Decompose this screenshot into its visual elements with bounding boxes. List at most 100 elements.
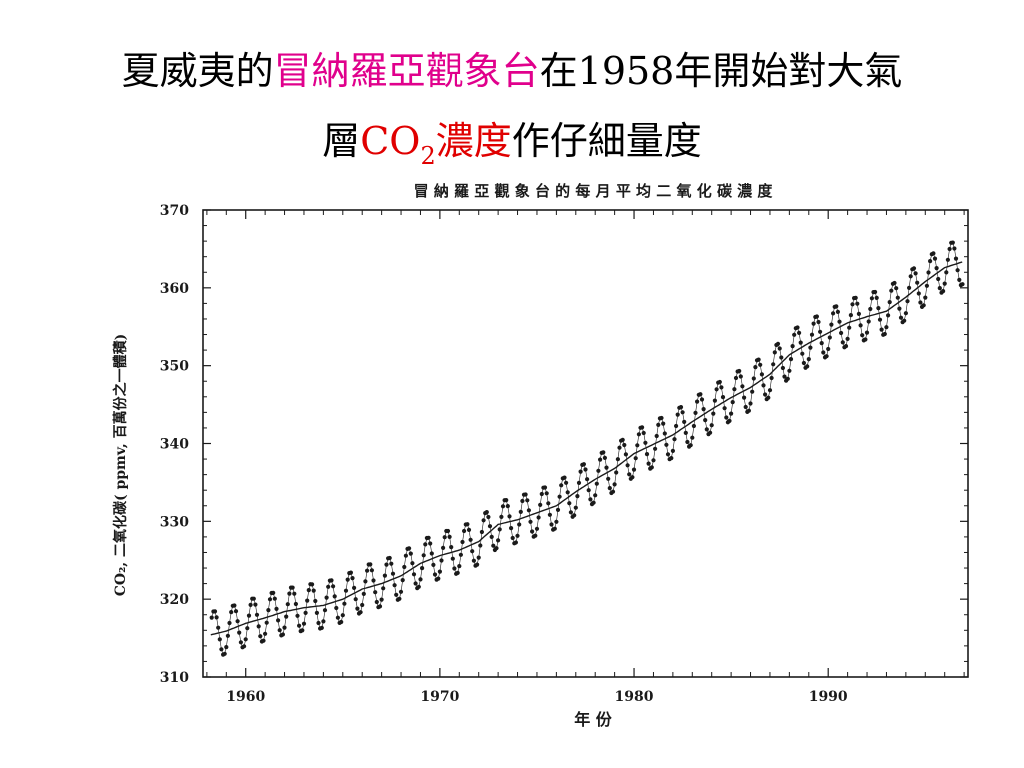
monthly-point — [290, 585, 295, 590]
monthly-point — [342, 601, 347, 606]
monthly-point — [235, 619, 240, 624]
monthly-point — [855, 301, 860, 306]
monthly-point — [271, 590, 276, 595]
y-axis-label: CO₂, 二氧化碳( ppmv, 百萬份之一體積) — [112, 334, 129, 596]
monthly-point — [717, 379, 722, 385]
monthly-point — [908, 274, 913, 279]
monthly-point — [636, 432, 642, 437]
title-line1-post: 在1958年開始對大氣 — [539, 49, 903, 93]
monthly-point — [936, 276, 941, 282]
monthly-point — [583, 467, 588, 472]
monthly-point — [530, 529, 535, 534]
y-axis: 310 320 330 340 350 360 370 — [160, 203, 968, 686]
title-line1-observatory: 冒納羅亞觀象台 — [273, 49, 540, 93]
monthly-point — [868, 306, 873, 312]
monthly-point — [688, 443, 693, 448]
monthly-point — [224, 645, 229, 650]
monthly-point — [423, 542, 428, 547]
monthly-point — [916, 291, 921, 296]
monthly-point — [729, 411, 734, 416]
monthly-point — [811, 321, 816, 326]
monthly-point — [858, 323, 863, 328]
monthly-point — [659, 415, 664, 421]
monthly-point — [779, 355, 784, 360]
monthly-point — [837, 319, 842, 324]
monthly-point — [300, 628, 305, 633]
monthly-point — [907, 285, 912, 290]
monthly-point — [643, 440, 648, 445]
monthly-point — [581, 462, 586, 467]
monthly-point — [829, 322, 834, 327]
monthly-point — [303, 610, 308, 615]
monthly-point — [420, 566, 425, 571]
monthly-point — [297, 623, 302, 628]
monthly-point — [418, 577, 423, 582]
monthly-point — [575, 494, 580, 499]
monthly-point — [623, 452, 629, 457]
monthly-point — [845, 336, 850, 341]
monthly-point — [515, 533, 520, 538]
monthly-point — [214, 615, 219, 620]
monthly-point — [442, 535, 447, 540]
monthly-point — [748, 401, 753, 406]
y-tick-label: 310 — [160, 670, 189, 686]
monthly-point — [610, 489, 616, 494]
monthly-point — [352, 585, 357, 590]
monthly-point — [280, 632, 285, 637]
slide-title-line-1: 夏威夷的冒納羅亞觀象台在1958年開始對大氣 — [0, 45, 1024, 97]
monthly-point — [242, 644, 247, 649]
title-line2-post: 作仔細量度 — [511, 119, 702, 163]
monthly-point — [835, 309, 841, 314]
monthly-point — [381, 586, 386, 591]
monthly-point — [282, 625, 287, 630]
monthly-point — [737, 368, 742, 374]
monthly-point — [596, 468, 601, 473]
monthly-point — [853, 295, 858, 300]
monthly-point — [915, 280, 920, 285]
monthly-point — [256, 624, 261, 629]
monthly-point — [928, 259, 933, 264]
monthly-point — [918, 300, 923, 305]
y-tick-label: 360 — [160, 281, 189, 297]
monthly-point — [604, 465, 609, 470]
monthly-point — [633, 456, 638, 461]
monthly-point — [350, 576, 355, 581]
monthly-point — [950, 240, 955, 245]
x-tick-label: 1980 — [615, 689, 654, 705]
monthly-point — [801, 360, 807, 366]
monthly-point — [758, 362, 763, 367]
monthly-point — [497, 527, 502, 532]
monthly-point — [921, 303, 926, 308]
monthly-point — [261, 638, 266, 643]
monthly-point — [549, 522, 554, 527]
monthly-point — [622, 442, 627, 448]
monthly-point — [732, 387, 737, 392]
point-connector — [247, 615, 250, 629]
monthly-point — [790, 344, 795, 349]
monthly-point — [332, 594, 337, 599]
monthly-point — [612, 482, 617, 487]
monthly-point — [601, 450, 606, 455]
monthly-point — [720, 395, 726, 400]
monthly-point — [703, 418, 708, 423]
monthly-point — [680, 410, 685, 415]
title-line2-subscript: 2 — [420, 142, 436, 170]
monthly-point — [712, 398, 718, 403]
monthly-point — [821, 350, 826, 355]
monthly-point — [763, 392, 768, 397]
monthly-point — [766, 395, 771, 400]
monthly-point — [432, 572, 438, 577]
monthly-point — [305, 598, 310, 603]
monthly-point — [363, 579, 368, 584]
x-tick-label: 1990 — [809, 689, 848, 705]
monthly-point — [368, 562, 373, 567]
monthly-point — [403, 553, 408, 558]
y-tick-label: 320 — [160, 592, 189, 608]
monthly-point — [559, 483, 564, 488]
x-axis-label: 年 份 — [574, 710, 613, 729]
x-tick-label: 1970 — [420, 689, 459, 705]
monthly-point — [843, 344, 849, 349]
monthly-point — [476, 555, 481, 560]
monthly-point — [787, 368, 792, 373]
x-tick-label: 1960 — [226, 689, 265, 705]
